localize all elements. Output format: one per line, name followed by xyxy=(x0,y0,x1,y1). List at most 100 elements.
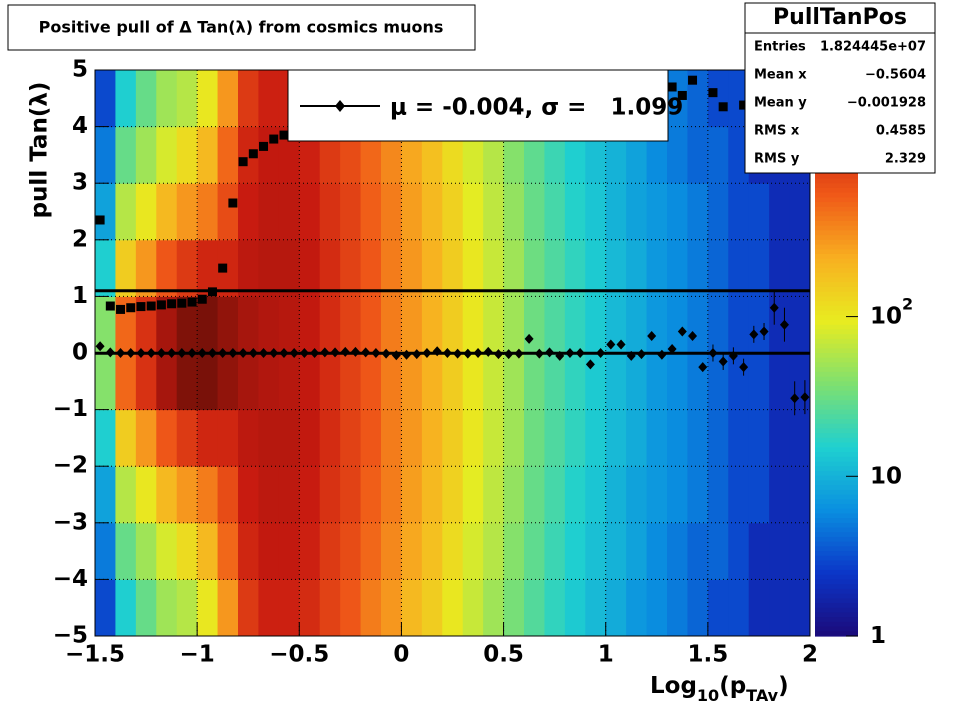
heatmap-cell xyxy=(95,579,116,637)
heatmap-cell xyxy=(258,239,280,297)
heatmap-cell xyxy=(278,466,300,524)
color-bar-stripe xyxy=(815,272,858,279)
heatmap-cell xyxy=(340,353,362,411)
mean-marker xyxy=(95,341,105,352)
color-bar-stripe xyxy=(815,258,858,264)
sigma-marker xyxy=(218,263,228,273)
mean-marker xyxy=(177,348,187,358)
sigma-marker xyxy=(708,88,718,98)
heatmap-cell xyxy=(667,579,688,637)
heatmap-cell xyxy=(748,183,770,241)
heatmap-cell xyxy=(769,579,791,637)
heatmap-cell xyxy=(238,353,259,411)
color-bar-stripe xyxy=(815,565,858,571)
heatmap-cell xyxy=(238,296,259,354)
color-bar-stripe xyxy=(815,211,858,217)
heatmap-cell xyxy=(544,522,566,580)
heatmap-cell xyxy=(707,126,729,184)
x-tick-label: 1 xyxy=(598,642,614,668)
mean-marker xyxy=(167,348,177,358)
heatmap-cell xyxy=(646,183,668,241)
x-axis-label: Log10(pTAv) xyxy=(650,673,789,705)
sigma-marker xyxy=(197,294,207,304)
heatmap-cell xyxy=(687,183,709,241)
heatmap-cell xyxy=(483,239,505,297)
color-bar-stripe xyxy=(815,584,858,590)
heatmap-cell xyxy=(605,353,627,411)
heatmap-cell xyxy=(524,409,545,467)
mean-marker xyxy=(575,348,585,358)
color-bar-stripe xyxy=(815,338,858,345)
mean-marker xyxy=(432,346,442,357)
heatmap-cell xyxy=(667,353,688,411)
mean-marker xyxy=(156,348,166,358)
heatmap-cell xyxy=(319,522,341,580)
sigma-marker xyxy=(146,301,156,311)
mean-marker xyxy=(616,339,626,350)
heatmap-cell xyxy=(789,409,811,467)
mean-marker xyxy=(279,348,289,358)
color-bar-stripe xyxy=(815,235,858,241)
heatmap-cell xyxy=(197,466,219,524)
color-bar-stripe xyxy=(815,452,858,458)
color-bar-stripe xyxy=(815,541,858,547)
heatmap-cell xyxy=(564,296,586,354)
mean-marker xyxy=(320,347,330,358)
mean-marker xyxy=(596,348,606,358)
heatmap-cell xyxy=(442,353,464,411)
x-label-part: Log xyxy=(650,673,697,699)
heatmap-cell xyxy=(728,126,750,184)
heatmap-cell xyxy=(278,296,300,354)
color-bar-stripe xyxy=(815,395,858,401)
color-bar-stripe xyxy=(815,409,858,415)
mean-marker xyxy=(800,392,810,403)
mean-marker xyxy=(698,362,708,373)
heatmap-cell xyxy=(769,239,791,297)
heatmap-cell xyxy=(176,466,198,524)
heatmap-cell xyxy=(503,239,525,297)
heatmap-cell xyxy=(462,353,484,411)
color-bar-stripe xyxy=(815,353,858,359)
mean-marker xyxy=(218,348,228,358)
heatmap-cell xyxy=(319,239,341,297)
y-tick-label: −2 xyxy=(53,453,88,479)
color-bar-stripe xyxy=(815,602,858,609)
heatmap-cell xyxy=(197,579,219,637)
heatmap-cell xyxy=(646,239,668,297)
mean-marker xyxy=(299,348,309,358)
heatmap-cell xyxy=(319,296,341,354)
heatmap-cell xyxy=(605,466,627,524)
color-bar-stripe xyxy=(815,414,858,420)
sigma-marker xyxy=(667,82,677,92)
heatmap-cell xyxy=(524,183,545,241)
mean-marker xyxy=(790,393,800,404)
stats-label: Mean x xyxy=(754,68,807,83)
heatmap-cell xyxy=(115,409,137,467)
heatmap-cell xyxy=(401,353,423,411)
stats-value: 2.329 xyxy=(885,152,926,167)
heatmap-cell xyxy=(278,579,300,637)
sigma-marker xyxy=(688,75,698,85)
y-tick-label: 5 xyxy=(72,57,88,83)
heatmap-cell xyxy=(176,409,198,467)
color-bar-stripe xyxy=(815,286,858,293)
heatmap-cell xyxy=(381,296,402,354)
color-bar-stripe xyxy=(815,282,858,288)
heatmap-cell xyxy=(238,70,259,128)
heatmap-cell xyxy=(707,70,729,128)
heatmap-cell xyxy=(646,353,668,411)
color-bar-stripe xyxy=(815,381,858,387)
color-bar-stripe xyxy=(815,508,858,514)
stats-value: 1.824445e+07 xyxy=(820,40,926,55)
sigma-marker xyxy=(126,303,136,313)
heatmap-cell xyxy=(667,126,688,184)
color-bar-stripe xyxy=(815,466,858,472)
heatmap-cell xyxy=(115,353,137,411)
heatmap-cell xyxy=(401,466,423,524)
stats-label: Mean y xyxy=(754,96,807,111)
color-bar-stripe xyxy=(815,480,858,486)
mean-marker xyxy=(759,326,769,337)
heatmap-cell xyxy=(544,409,566,467)
x-tick-label: 0.5 xyxy=(483,642,524,668)
heatmap-cell xyxy=(503,296,525,354)
